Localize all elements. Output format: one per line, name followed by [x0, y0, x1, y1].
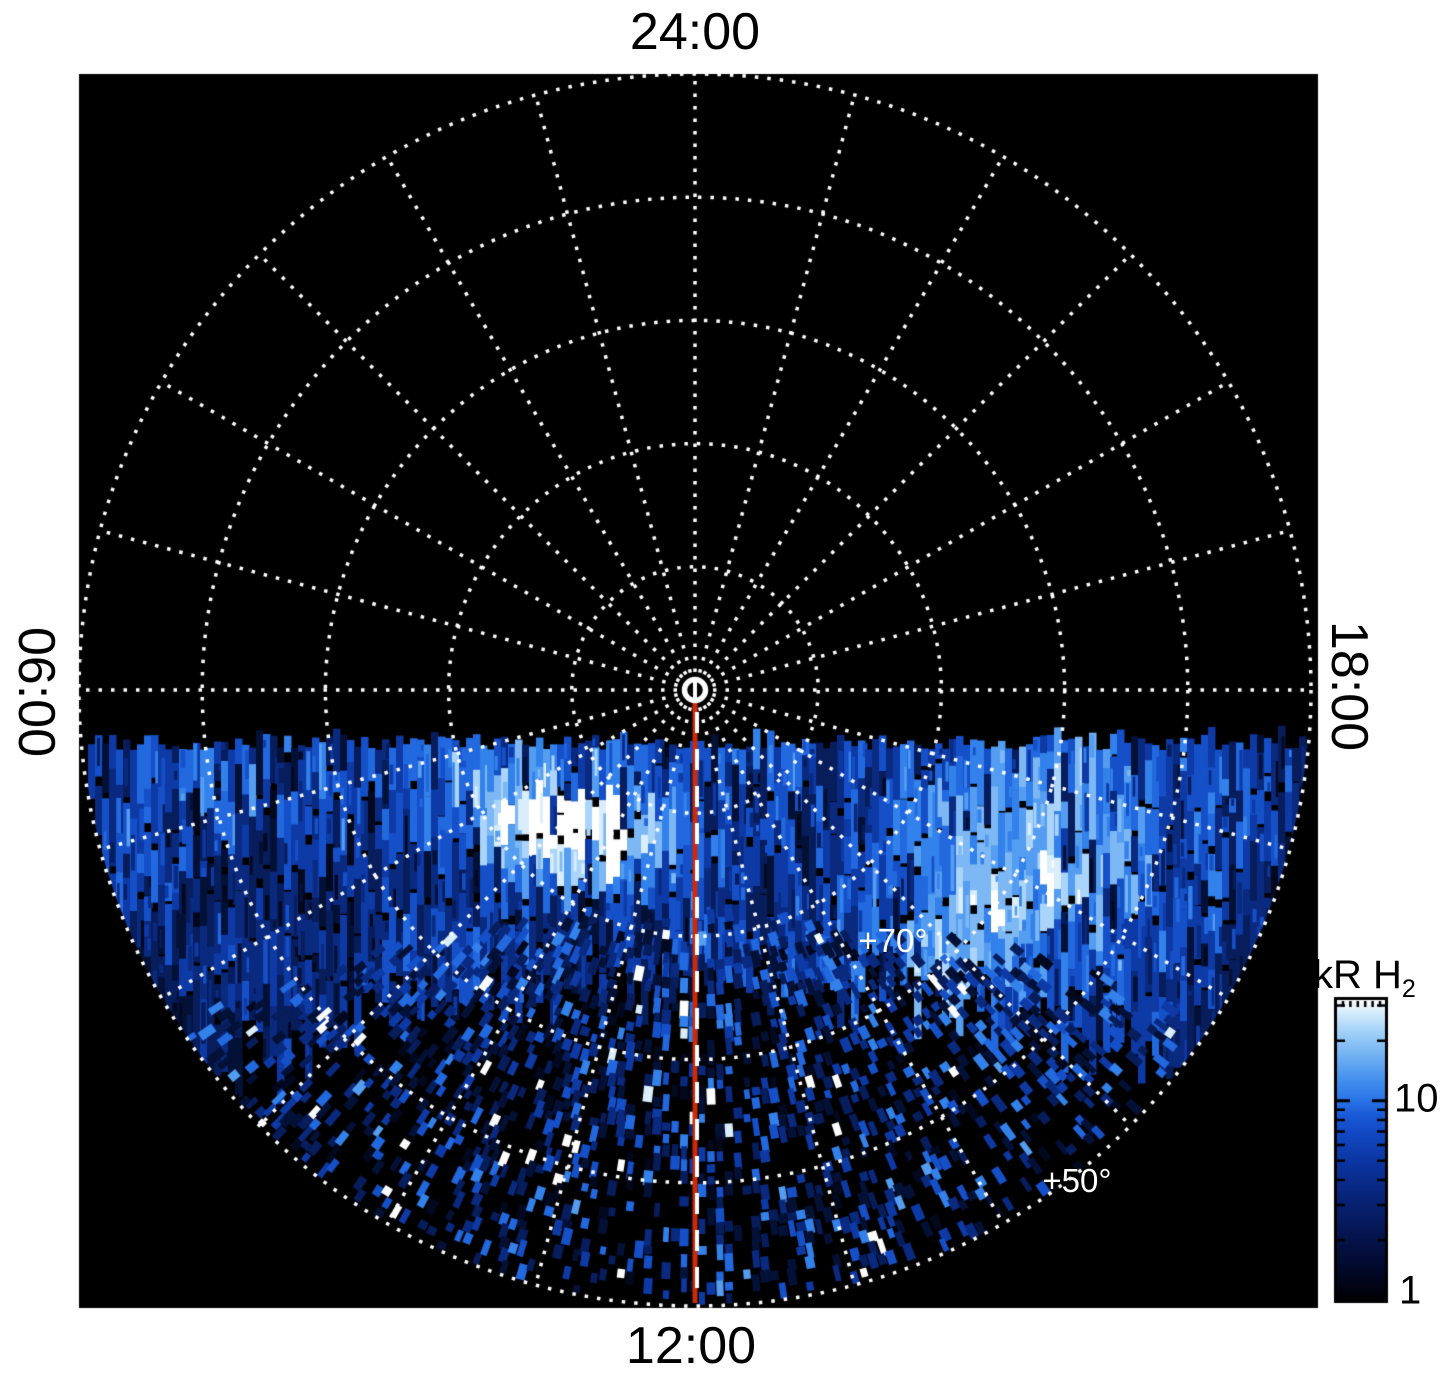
colorbar-title-text: kR H [1313, 953, 1402, 997]
colorbar-tick-label-1: 1 [1399, 1268, 1422, 1313]
local-time-label-midnight: 24:00 [629, 3, 761, 61]
local-time-label-dusk: 18:00 [1320, 620, 1378, 752]
local-time-label-dawn: 06:00 [7, 626, 65, 758]
colorbar-title-subscript: 2 [1401, 975, 1416, 1003]
latitude-label-70: +70° [858, 922, 928, 959]
colorbar-tick-label-10: 10 [1394, 1076, 1439, 1121]
local-time-label-noon: 12:00 [625, 1317, 757, 1375]
colorbar-title: kR H2 [1313, 953, 1416, 1004]
latitude-label-50: +50° [1042, 1162, 1112, 1199]
